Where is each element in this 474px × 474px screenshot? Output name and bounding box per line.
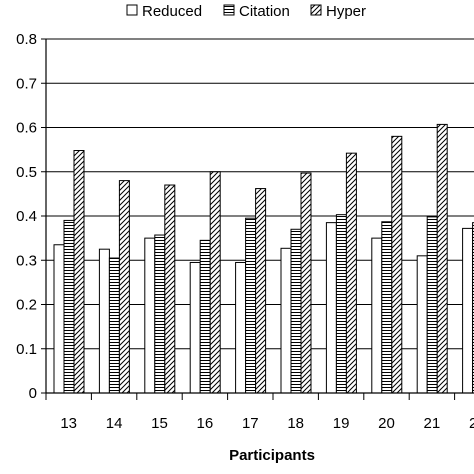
y-tick-label: 0.6 <box>16 120 37 137</box>
x-tick-label: 20 <box>378 415 395 432</box>
bar-citation-22 <box>472 222 474 394</box>
x-tick-label: 17 <box>242 415 259 432</box>
bar-citation-15 <box>154 234 166 394</box>
bar-hyper-14 <box>118 180 130 394</box>
legend-swatch-citation <box>223 4 235 16</box>
bar-citation-13 <box>63 219 75 394</box>
legend-label-hyper: Hyper <box>326 3 366 20</box>
bar-citation-21 <box>426 216 438 394</box>
y-tick-label: 0.4 <box>16 208 37 225</box>
bar-citation-18 <box>290 228 302 394</box>
bar-citation-16 <box>199 239 211 394</box>
bar-citation-14 <box>108 257 120 394</box>
bars <box>53 123 474 394</box>
bar-hyper-19 <box>345 152 357 394</box>
bar-reduced-17 <box>235 261 247 394</box>
x-tick-label: 16 <box>197 415 214 432</box>
x-tick-label: 15 <box>151 415 168 432</box>
bar-hyper-17 <box>255 188 267 394</box>
y-tick-labels: 0 0.1 0.2 0.3 0.4 0.5 0.6 0.7 0.8 <box>16 31 37 402</box>
legend-swatch-reduced <box>126 4 138 16</box>
y-tick-label: 0.8 <box>16 31 37 48</box>
y-tick-label: 0.7 <box>16 75 37 92</box>
bar-hyper-18 <box>300 172 312 394</box>
bar-hyper-21 <box>436 123 448 394</box>
bar-reduced-13 <box>53 244 65 394</box>
bar-reduced-19 <box>325 222 337 394</box>
bar-citation-19 <box>335 214 347 394</box>
bar-citation-20 <box>381 221 393 394</box>
legend-swatch-hyper <box>310 4 322 16</box>
x-tick-label: 21 <box>424 415 441 432</box>
bar-reduced-22 <box>462 227 474 394</box>
bar-hyper-16 <box>209 171 221 394</box>
legend-label-citation: Citation <box>239 3 290 20</box>
y-tick-label: 0 <box>29 385 37 402</box>
bar-reduced-14 <box>98 248 110 394</box>
bar-reduced-15 <box>144 237 156 394</box>
bar-hyper-13 <box>73 150 85 394</box>
x-tick-label: 18 <box>287 415 304 432</box>
x-tick-label: 13 <box>60 415 77 432</box>
y-tick-label: 0.2 <box>16 297 37 314</box>
bar-reduced-18 <box>280 247 292 394</box>
x-tick-label: 22 <box>469 415 474 432</box>
bar-hyper-20 <box>391 135 403 394</box>
x-tick-label: 19 <box>333 415 350 432</box>
y-tick-label: 0.1 <box>16 341 37 358</box>
bar-reduced-21 <box>416 255 428 394</box>
bar-hyper-15 <box>164 184 176 394</box>
bar-citation-17 <box>245 217 257 394</box>
x-axis-title: Participants <box>229 447 315 464</box>
bar-reduced-20 <box>371 237 383 394</box>
x-tick-labels: 13 14 15 16 17 18 19 20 21 22 <box>60 415 474 432</box>
x-tick-label: 14 <box>106 415 123 432</box>
axes <box>45 39 474 400</box>
legend: Reduced Citation Hyper <box>126 3 366 20</box>
y-tick-label: 0.5 <box>16 164 37 181</box>
bar-reduced-16 <box>189 261 201 394</box>
legend-label-reduced: Reduced <box>142 3 202 20</box>
y-tick-label: 0.3 <box>16 252 37 269</box>
